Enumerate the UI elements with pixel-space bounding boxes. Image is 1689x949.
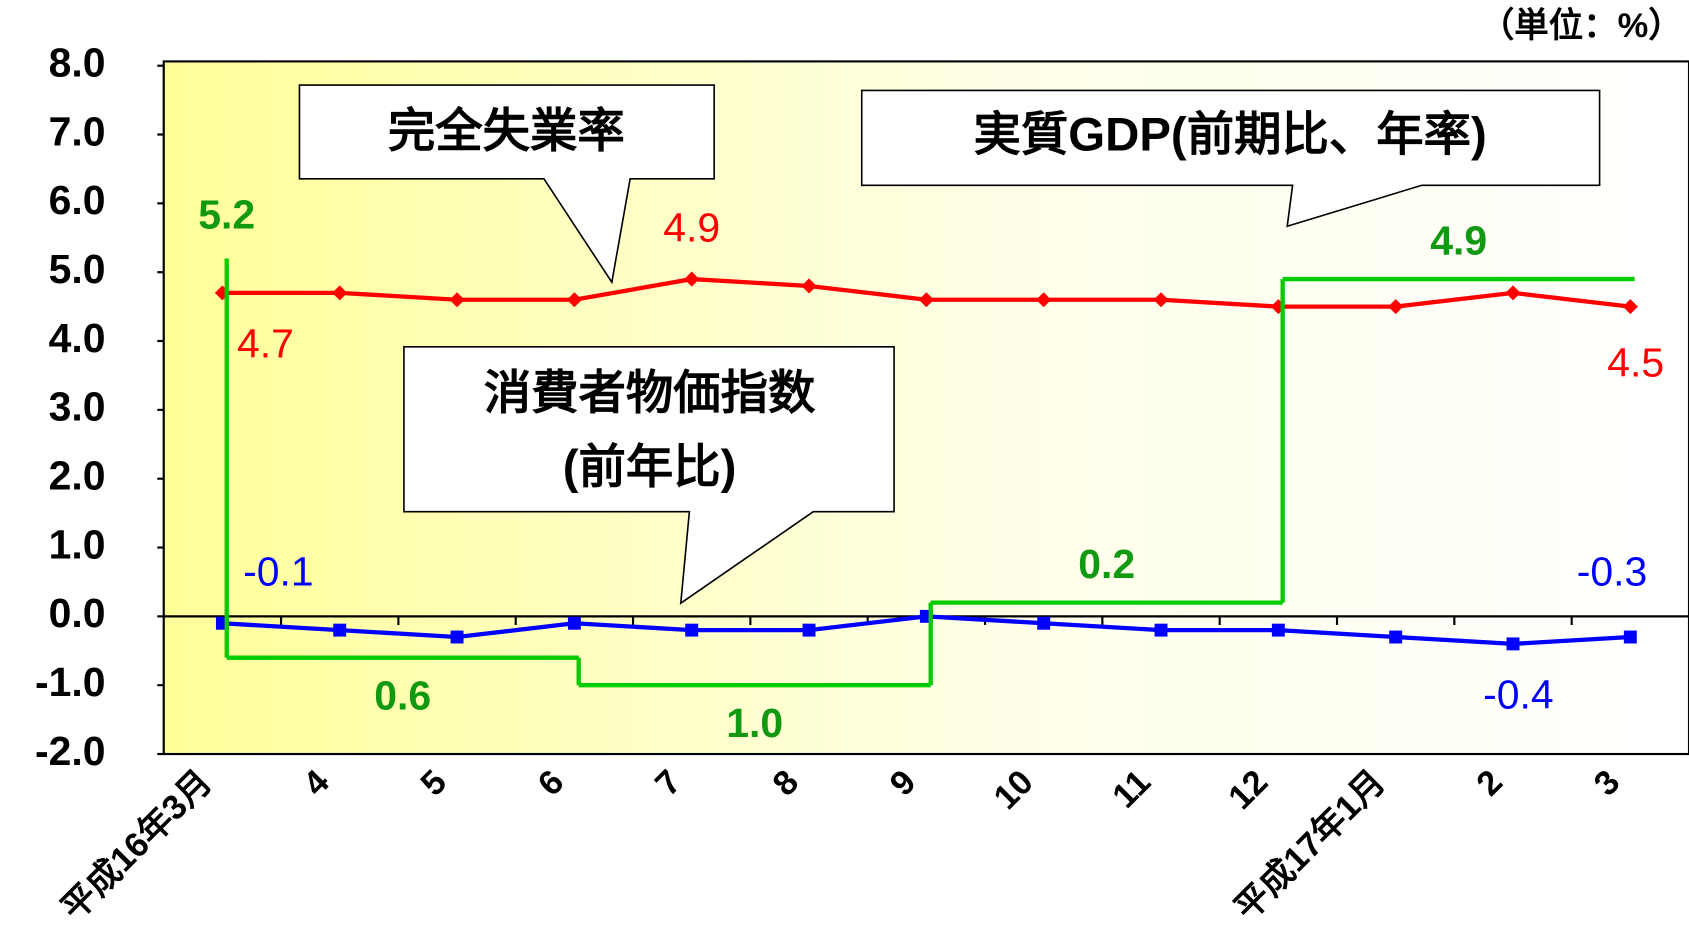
data-label: 4.9 [1430, 217, 1487, 263]
x-tick-label: 3 [1587, 763, 1627, 803]
y-tick-label: -2.0 [35, 728, 106, 774]
data-label: 1.0 [726, 700, 783, 746]
point [567, 616, 581, 630]
data-label: 0.2 [1078, 541, 1135, 587]
point [332, 285, 348, 301]
callout-text: 実質GDP(前期比、年率) [974, 108, 1487, 161]
x-tick-label: 8 [766, 763, 806, 803]
point [1389, 630, 1403, 644]
x-tick-label: 10 [987, 763, 1041, 817]
y-tick-label: 2.0 [49, 453, 106, 499]
point [918, 292, 934, 308]
point [566, 292, 582, 308]
y-tick-label: 6.0 [49, 177, 106, 223]
data-label: 4.5 [1607, 340, 1664, 386]
y-tick-label: 4.0 [49, 315, 106, 361]
x-tick-label: 5 [414, 763, 454, 803]
x-tick-label: 12 [1221, 763, 1275, 817]
y-tick-label: 8.0 [49, 40, 106, 86]
callout-text: 完全失業率 [388, 104, 625, 158]
point [685, 623, 699, 637]
data-label: -0.1 [243, 549, 314, 595]
y-tick-label: 1.0 [49, 521, 106, 567]
point [1036, 292, 1052, 308]
data-label: 4.7 [237, 321, 294, 367]
point [1037, 616, 1051, 630]
point [333, 623, 347, 637]
x-tick-label: 9 [883, 763, 923, 803]
x-tick-label: 4 [296, 763, 336, 803]
callout-text: (前年比) [563, 441, 737, 494]
callout-text: 消費者物価指数 [484, 367, 816, 420]
y-tick-label: 3.0 [49, 384, 106, 430]
y-tick-label: 5.0 [49, 246, 106, 292]
y-tick-label: 7.0 [49, 108, 106, 154]
point [1623, 630, 1637, 644]
point [450, 630, 464, 644]
x-tick-label: 6 [531, 763, 571, 803]
y-tick-label: -1.0 [35, 659, 106, 705]
callout-box [403, 346, 895, 605]
point [1154, 623, 1168, 637]
point [1506, 637, 1520, 651]
data-label: -0.3 [1577, 548, 1648, 594]
unit-label: （単位：%） [1480, 6, 1683, 45]
point [684, 271, 700, 287]
point [802, 623, 816, 637]
point [1388, 299, 1404, 315]
x-tick-label: 平成16年3月 [54, 763, 219, 928]
x-tick-label: 7 [648, 763, 688, 803]
point [1271, 623, 1285, 637]
point [1622, 299, 1638, 315]
data-label: 5.2 [198, 191, 255, 237]
marks: -2.0 -1.0 0.0 1.0 2.0 3.0 4.0 5.0 6.0 7.0 8.0 平成16年… [35, 40, 1689, 928]
data-label: 4.9 [663, 204, 720, 250]
x-tick-label: 11 [1105, 763, 1158, 816]
x-tick-label: 2 [1470, 763, 1510, 803]
callout-box [860, 89, 1601, 228]
callout-box [298, 84, 715, 285]
data-label: -0.4 [1483, 672, 1554, 718]
data-label: 0.6 [374, 672, 431, 718]
y-tick-label: 0.0 [49, 590, 106, 636]
